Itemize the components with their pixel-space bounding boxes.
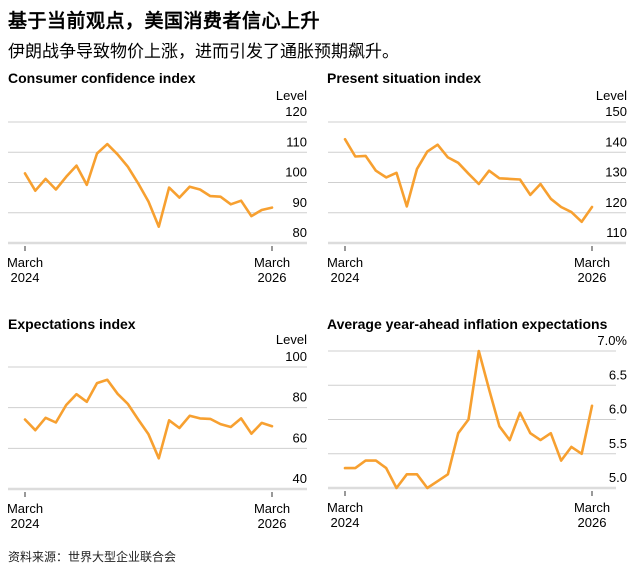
y-tick-label: 110: [606, 225, 627, 240]
x-tick-label-year: 2026: [258, 516, 287, 531]
data-line: [23, 142, 274, 228]
x-tick-label-year: 2026: [578, 270, 607, 285]
page-subtitle: 伊朗战争导致物价上涨，进而引发了通胀预期飙升。: [8, 42, 399, 61]
chart-title-inflation-expectations: Average year-ahead inflation expectation…: [327, 316, 608, 332]
y-tick-label: 120: [285, 104, 307, 119]
y-tick-label: 90: [293, 195, 307, 210]
chart-title-consumer-confidence: Consumer confidence index: [8, 70, 196, 86]
y-axis-unit-label: Level: [596, 88, 627, 103]
data-line: [343, 137, 594, 224]
y-tick-label: 6.5: [609, 367, 627, 382]
y-tick-label: 80: [293, 390, 307, 405]
x-tick-label-year: 2024: [11, 516, 40, 531]
y-tick-label: 5.5: [609, 436, 627, 451]
y-tick-label: 110: [286, 134, 307, 149]
source-note: 资料来源：世界大型企业联合会: [8, 550, 177, 564]
y-tick-label: 60: [293, 430, 307, 445]
y-tick-label: 80: [293, 225, 307, 240]
y-tick-label: 130: [605, 165, 627, 180]
x-tick-label-year: 2024: [331, 515, 360, 530]
x-tick-label-month: March: [327, 255, 363, 270]
y-tick-label: 150: [605, 104, 627, 119]
x-tick-label-month: March: [7, 255, 43, 270]
x-tick-label-month: March: [574, 500, 610, 515]
chart-title-present-situation: Present situation index: [327, 70, 482, 86]
y-tick-label: 140: [605, 134, 627, 149]
y-axis-unit-label: Level: [276, 332, 307, 347]
x-tick-label-year: 2026: [578, 515, 607, 530]
data-line: [343, 349, 594, 490]
x-tick-label-month: March: [254, 501, 290, 516]
x-tick-label-year: 2024: [331, 270, 360, 285]
y-tick-label: 5.0: [609, 470, 627, 485]
x-tick-label-year: 2024: [11, 270, 40, 285]
y-tick-label: 6.0: [609, 402, 627, 417]
data-line: [23, 378, 274, 460]
y-tick-label: 100: [285, 165, 307, 180]
y-tick-label: 120: [605, 195, 627, 210]
x-tick-label-month: March: [327, 500, 363, 515]
x-tick-label-month: March: [574, 255, 610, 270]
y-tick-label: 7.0%: [597, 333, 627, 348]
y-axis-unit-label: Level: [276, 88, 307, 103]
x-tick-label-month: March: [7, 501, 43, 516]
chart-title-expectations: Expectations index: [8, 316, 136, 332]
x-tick-label-month: March: [254, 255, 290, 270]
page-title: 基于当前观点，美国消费者信心上升: [8, 11, 321, 32]
x-tick-label-year: 2026: [258, 270, 287, 285]
y-tick-label: 40: [293, 471, 307, 486]
y-tick-label: 100: [285, 349, 307, 364]
